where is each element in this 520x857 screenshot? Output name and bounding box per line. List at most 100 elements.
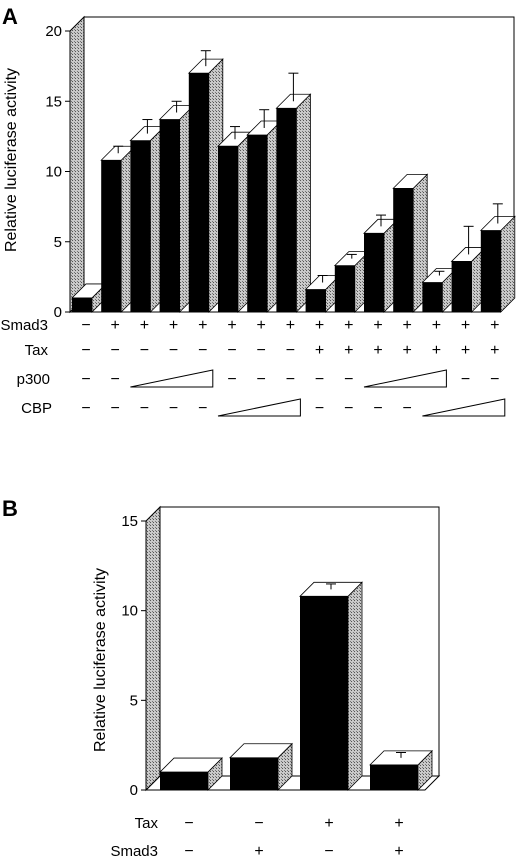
panel-a-row-sign: + (403, 342, 412, 359)
panel-b-bar-front (160, 772, 208, 790)
panel-b-row-sign: + (254, 843, 263, 857)
panel-a-row-sign: + (140, 317, 149, 334)
panel-a-row-sign: − (140, 342, 149, 359)
panel-a-row-sign: + (373, 317, 382, 334)
panel-b-y-axis-title: Relative luciferase activity (92, 568, 109, 752)
panel-b-row-label: Smad3 (110, 843, 158, 857)
panel-a-row-sign: − (81, 317, 90, 334)
panel-a-bars (71, 50, 516, 313)
panel-b-bar (229, 742, 293, 791)
panel-a-row-sign: − (111, 371, 120, 388)
panel-a-bar-front (159, 119, 180, 312)
panel-a-bar (392, 173, 429, 313)
panel-a-concentration-wedge (422, 398, 506, 417)
panel-b-row-sign: + (394, 815, 403, 832)
panel-a: A Relative luciferase activity 05101520 … (0, 4, 516, 417)
panel-b-y-ticks: 0 5 10 15 (121, 513, 146, 799)
panel-b-row-sign: − (254, 815, 263, 832)
panel-a-row-sign: + (461, 342, 470, 359)
panel-a-row-sign: − (227, 342, 236, 359)
panel-a-bar-front (276, 108, 297, 313)
panel-a-y-ticks: 0 5 10 15 20 (45, 23, 70, 321)
panel-a-row-label: Tax (25, 342, 49, 359)
panel-a-row-sign: − (111, 342, 120, 359)
panel-a-bar-front (247, 134, 268, 312)
panel-a-bar (479, 203, 516, 313)
panel-b-bar-front (230, 757, 278, 790)
panel-a-row-sign: + (490, 317, 499, 334)
panel-a-row-sign: + (315, 342, 324, 359)
panel-a-bar (217, 126, 253, 313)
panel-a-row-sign: − (169, 400, 178, 417)
panel-a-row-sign: + (373, 342, 382, 359)
panel-a-row-sign: − (81, 400, 90, 417)
panel-a-bar (158, 100, 195, 313)
panel-b-bar (299, 581, 363, 791)
panel-a-row-sign: − (81, 371, 90, 388)
panel-a-row-sign: − (140, 400, 149, 417)
panel-a-bar-front (130, 140, 151, 312)
panel-a-row-sign: − (461, 371, 470, 388)
panel-b-y-tick-label: 10 (121, 603, 138, 620)
panel-a-row-sign: − (81, 342, 90, 359)
panel-a-row-sign: − (286, 371, 295, 388)
panel-b-row-label: Tax (135, 815, 159, 832)
panel-b-row-sign: − (324, 843, 333, 857)
panel-a-row-sign: − (373, 400, 382, 417)
panel-a-row-sign: − (198, 400, 207, 417)
panel-a-bar (363, 214, 399, 313)
panel-a-bar-front (422, 282, 443, 312)
panel-a-bar (246, 109, 283, 313)
panel-b-row-sign: + (324, 815, 333, 832)
panel-a-row-sign: − (169, 342, 178, 359)
panel-a-bar (100, 145, 137, 313)
panel-a-row-label: Smad3 (0, 317, 48, 334)
panel-a-bar (333, 250, 370, 313)
panel-b-bar-side (347, 581, 363, 791)
panel-a-y-tick-label: 5 (54, 234, 62, 251)
panel-b-bar (159, 757, 223, 791)
panel-a-concentration-wedge (130, 369, 214, 388)
panel-b-letter: B (2, 496, 18, 521)
panel-a-row-sign: − (257, 342, 266, 359)
panel-a-treatment-table: Smad3 − + + + + + + + + + + + + + + Tax − − − − − − − − + + + + + + + p3… (0, 317, 506, 417)
panel-a-row-sign: − (344, 371, 353, 388)
panel-b-bars (159, 581, 433, 791)
panel-b-bar-front (370, 764, 418, 790)
panel-a-row-sign: − (403, 400, 412, 417)
panel-a-row-label: CBP (21, 400, 52, 417)
panel-a-bar-front (334, 265, 355, 312)
panel-b-row-sign: − (184, 843, 193, 857)
panel-a-row-sign: − (257, 371, 266, 388)
panel-a-bar-front (364, 233, 384, 312)
panel-a-row-sign: + (461, 317, 470, 334)
panel-a-bar-front (480, 230, 501, 312)
panel-a-bar-front (305, 289, 326, 312)
panel-a-row-sign: + (257, 317, 266, 334)
panel-a-bar-front (188, 73, 209, 313)
panel-b-y-tick-label: 5 (130, 692, 138, 709)
panel-a-row-sign: + (111, 317, 120, 334)
panel-a-row-sign: − (111, 400, 120, 417)
panel-a-bar (275, 72, 312, 313)
panel-a-y-tick-label: 0 (54, 304, 62, 321)
panel-a-row-sign: + (315, 317, 324, 334)
panel-b-plot-frame (144, 505, 441, 792)
panel-a-row-sign: + (198, 317, 207, 334)
panel-b-side-wall (145, 505, 161, 792)
panel-a-concentration-wedge (217, 398, 301, 417)
panel-a-row-sign: + (286, 317, 295, 334)
panel-a-bar-side (500, 215, 516, 313)
panel-b-y-tick-label: 0 (130, 782, 138, 799)
panel-b-bar (369, 749, 433, 791)
panel-a-concentration-wedge (363, 369, 447, 388)
panel-a-y-tick-label: 10 (45, 164, 62, 181)
panel-b-row-sign: + (394, 843, 403, 857)
panel-b-row-sign: − (184, 815, 193, 832)
panel-a-bar-front (393, 188, 414, 312)
panel-a-bar (304, 274, 341, 313)
panel-b: B Relative luciferase activity 0 5 10 15 Ta… (2, 496, 441, 857)
panel-b-back-wall (159, 506, 440, 777)
panel-b-bar-front (300, 596, 348, 790)
